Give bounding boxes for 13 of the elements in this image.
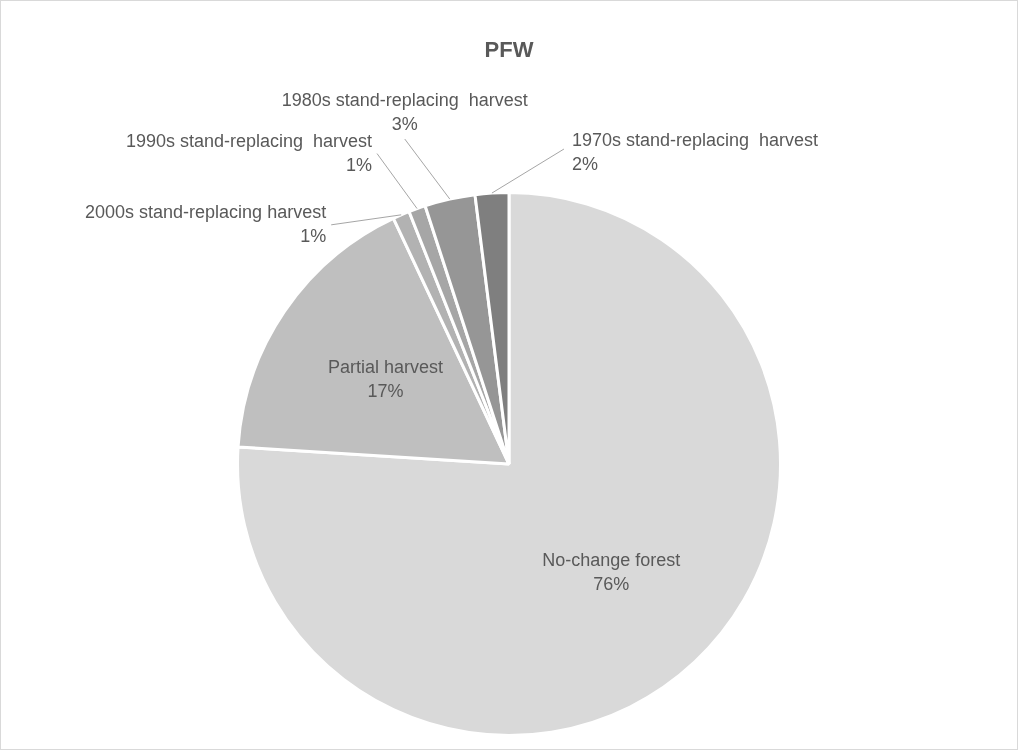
- slice-label: No-change forest: [542, 549, 681, 570]
- data-label: 17%: [367, 381, 404, 402]
- slice-label: 1970s stand-replacing harvest: [571, 130, 819, 150]
- slice-label: 2000s stand-replacing harvest: [85, 201, 327, 222]
- slice-label: 1980s stand-replacing harvest: [281, 90, 528, 111]
- data-label: 1%: [300, 225, 327, 246]
- data-label: 1%: [346, 154, 373, 175]
- slice-label: 1990s stand-replacing harvest: [125, 130, 373, 151]
- data-label: 3%: [391, 114, 418, 135]
- slice-label: Partial harvest: [327, 357, 444, 378]
- chart-title: PFW: [484, 37, 534, 63]
- data-label: 76%: [593, 573, 630, 594]
- data-label: 2%: [571, 154, 598, 174]
